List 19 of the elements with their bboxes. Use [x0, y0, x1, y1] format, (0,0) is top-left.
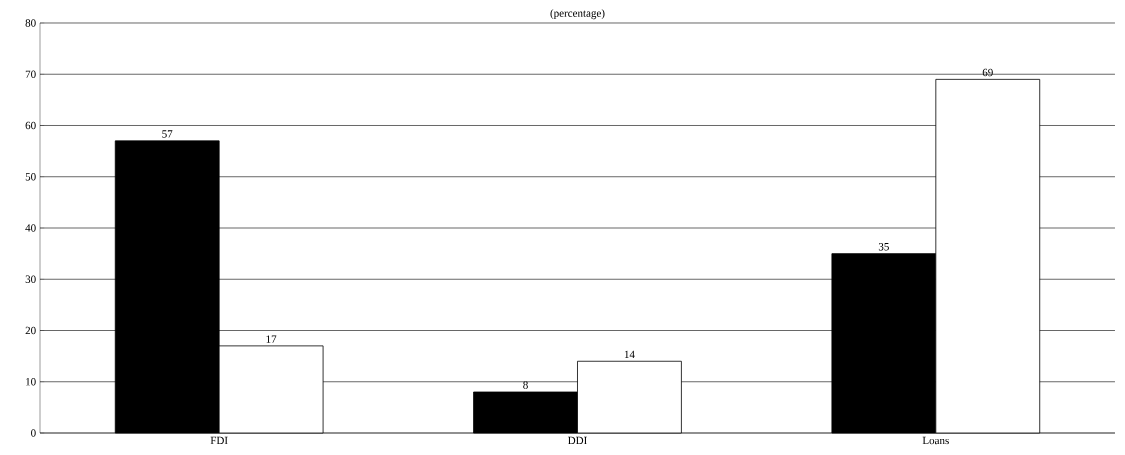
y-tick-label: 30: [25, 275, 36, 283]
data-label: 8: [523, 381, 528, 389]
data-label: 57: [162, 130, 173, 138]
x-tick-label: FDI: [210, 436, 228, 445]
y-tick-label: 40: [25, 224, 36, 232]
x-tick-label: DDI: [568, 436, 587, 445]
y-tick-label: 50: [25, 173, 36, 181]
x-tick-label: Loans: [922, 436, 949, 445]
chart-title: (percentage): [550, 9, 605, 20]
y-tick-label: 70: [25, 70, 36, 78]
data-label: 14: [624, 350, 635, 359]
data-label: 35: [878, 243, 889, 251]
y-tick-label: 80: [25, 19, 36, 27]
data-label: 69: [982, 68, 993, 77]
y-tick-label: 10: [26, 378, 36, 386]
y-tick-label: 60: [25, 121, 36, 130]
data-label: 17: [266, 335, 277, 343]
y-tick-label: 20: [25, 326, 36, 335]
y-tick-label: 0: [31, 429, 36, 437]
